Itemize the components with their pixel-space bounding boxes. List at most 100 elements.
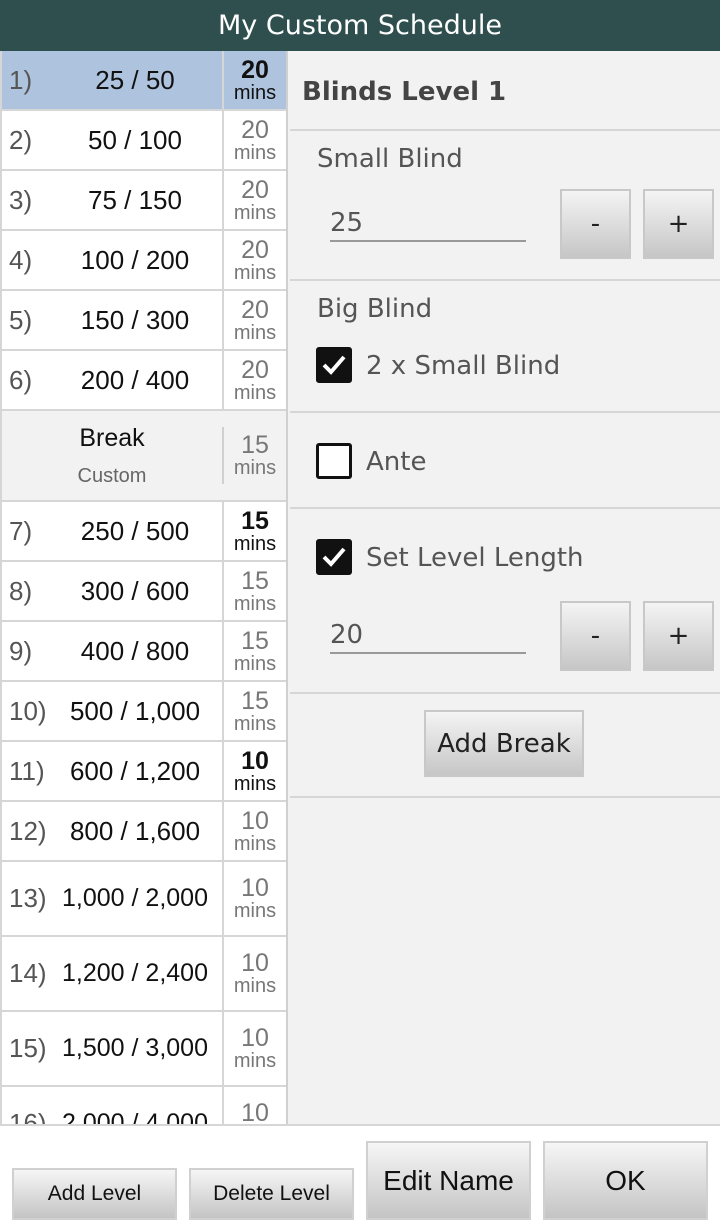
minutes-unit: mins bbox=[233, 975, 277, 997]
minutes-value: 15 bbox=[241, 686, 269, 715]
level-duration: 20 mins bbox=[222, 171, 286, 229]
level-duration: 15 mins bbox=[222, 622, 286, 680]
level-number: 3) bbox=[9, 184, 33, 215]
minutes-value: 15 bbox=[241, 566, 269, 595]
level-row[interactable]: 7) 250 / 500 15 mins bbox=[0, 502, 286, 562]
minutes-unit: mins bbox=[233, 1050, 277, 1072]
minutes-value: 10 bbox=[241, 874, 269, 902]
level-duration: 20 mins bbox=[222, 51, 286, 109]
ante-checkbox[interactable] bbox=[316, 443, 352, 479]
level-row[interactable]: 9) 400 / 800 15 mins bbox=[0, 622, 286, 682]
level-row[interactable]: 6) 200 / 400 20 mins bbox=[0, 351, 286, 411]
app-title: My Custom Schedule bbox=[218, 10, 502, 41]
minutes-unit: mins bbox=[233, 201, 277, 224]
two-x-small-blind-checkbox[interactable] bbox=[316, 347, 352, 383]
level-blinds: 200 / 400 bbox=[80, 364, 190, 395]
minutes-value: 20 bbox=[241, 115, 269, 144]
level-row[interactable]: 4) 100 / 200 20 mins bbox=[0, 231, 286, 291]
add-break-button[interactable]: Add Break bbox=[424, 710, 584, 777]
level-length-decrement-button[interactable]: - bbox=[560, 601, 631, 671]
level-blinds: 150 / 300 bbox=[80, 304, 190, 335]
level-row[interactable]: 15) 1,500 / 3,000 10 mins bbox=[0, 1012, 286, 1087]
level-blinds: 1,500 / 3,000 bbox=[62, 1034, 208, 1062]
level-blinds: 2,000 / 4,000 bbox=[62, 1109, 208, 1124]
level-row[interactable]: 3) 75 / 150 20 mins bbox=[0, 171, 286, 231]
level-list[interactable]: 1) 25 / 50 20 mins 2) 50 / 100 20 mins 3) 75… bbox=[0, 51, 288, 1124]
level-row[interactable]: 2) 50 / 100 20 mins bbox=[0, 111, 286, 171]
level-duration: 20 mins bbox=[222, 231, 286, 289]
level-number: 7) bbox=[9, 515, 33, 546]
delete-level-button[interactable]: Delete Level bbox=[189, 1168, 354, 1220]
level-length-input[interactable]: 20 bbox=[330, 620, 526, 654]
minutes-value: 10 bbox=[241, 746, 269, 775]
ok-button[interactable]: OK bbox=[543, 1141, 708, 1220]
minutes-value: 20 bbox=[241, 295, 269, 324]
checkmark-icon bbox=[322, 547, 346, 567]
minutes-value: 10 bbox=[241, 1099, 269, 1125]
break-info: Break Custom bbox=[2, 411, 222, 500]
level-blinds: 50 / 100 bbox=[88, 124, 182, 155]
level-number: 9) bbox=[9, 635, 33, 666]
level-row[interactable]: 12) 800 / 1,600 10 mins bbox=[0, 802, 286, 862]
break-subtitle: Custom bbox=[77, 464, 147, 487]
level-number: 6) bbox=[9, 364, 33, 395]
level-row[interactable]: 8) 300 / 600 15 mins bbox=[0, 562, 286, 622]
level-blinds: 25 / 50 bbox=[95, 64, 175, 95]
set-level-length-checkbox[interactable] bbox=[316, 539, 352, 575]
title-bar: My Custom Schedule bbox=[0, 0, 720, 51]
level-number: 8) bbox=[9, 575, 33, 606]
level-blinds: 400 / 800 bbox=[80, 635, 190, 666]
level-blinds: 100 / 200 bbox=[80, 244, 190, 275]
level-row[interactable]: 13) 1,000 / 2,000 10 mins bbox=[0, 862, 286, 937]
level-blinds: 250 / 500 bbox=[80, 515, 190, 546]
minutes-value: 10 bbox=[241, 806, 269, 835]
level-length-increment-button[interactable]: + bbox=[643, 601, 714, 671]
level-blinds: 800 / 1,600 bbox=[69, 815, 201, 846]
level-number: 11) bbox=[9, 755, 45, 786]
divider bbox=[290, 411, 720, 413]
small-blind-input[interactable]: 25 bbox=[330, 208, 526, 242]
break-duration: 15 mins bbox=[222, 427, 286, 484]
add-level-button[interactable]: Add Level bbox=[12, 1168, 177, 1220]
level-row[interactable]: 1) 25 / 50 20 mins bbox=[0, 51, 286, 111]
break-row[interactable]: Break Custom 15 mins bbox=[0, 411, 286, 502]
level-number: 1) bbox=[9, 64, 33, 95]
level-row[interactable]: 5) 150 / 300 20 mins bbox=[0, 291, 286, 351]
divider bbox=[290, 279, 720, 281]
level-duration: 20 mins bbox=[222, 351, 286, 409]
small-blind-label: Small Blind bbox=[317, 144, 463, 174]
small-blind-increment-button[interactable]: + bbox=[643, 189, 714, 259]
divider bbox=[290, 507, 720, 509]
minutes-value: 15 bbox=[241, 506, 269, 535]
minutes-unit: mins bbox=[233, 900, 277, 922]
level-number: 5) bbox=[9, 304, 33, 335]
ante-label[interactable]: Ante bbox=[366, 447, 427, 477]
level-duration: 15 mins bbox=[222, 562, 286, 620]
minutes-unit: mins bbox=[233, 321, 277, 344]
level-duration: 15 mins bbox=[222, 502, 286, 560]
minutes-unit: mins bbox=[233, 457, 277, 479]
small-blind-decrement-button[interactable]: - bbox=[560, 189, 631, 259]
level-duration: 20 mins bbox=[222, 291, 286, 349]
level-number: 16) bbox=[9, 1108, 47, 1124]
minutes-unit: mins bbox=[233, 652, 277, 675]
set-level-length-label[interactable]: Set Level Length bbox=[366, 543, 584, 573]
level-blinds: 1,000 / 2,000 bbox=[62, 884, 208, 912]
level-number: 4) bbox=[9, 244, 33, 275]
level-row[interactable]: 11) 600 / 1,200 10 mins bbox=[0, 742, 286, 802]
minutes-value: 15 bbox=[241, 431, 269, 459]
level-duration: 15 mins bbox=[222, 682, 286, 740]
edit-name-button[interactable]: Edit Name bbox=[366, 1141, 531, 1220]
checkmark-icon bbox=[322, 355, 346, 375]
level-row[interactable]: 10) 500 / 1,000 15 mins bbox=[0, 682, 286, 742]
minutes-value: 15 bbox=[241, 626, 269, 655]
level-row[interactable]: 14) 1,200 / 2,400 10 mins bbox=[0, 937, 286, 1012]
two-x-small-blind-label[interactable]: 2 x Small Blind bbox=[366, 351, 561, 381]
bottom-bar: Add Level Delete Level Edit Name OK bbox=[0, 1124, 720, 1230]
minutes-unit: mins bbox=[233, 381, 277, 404]
